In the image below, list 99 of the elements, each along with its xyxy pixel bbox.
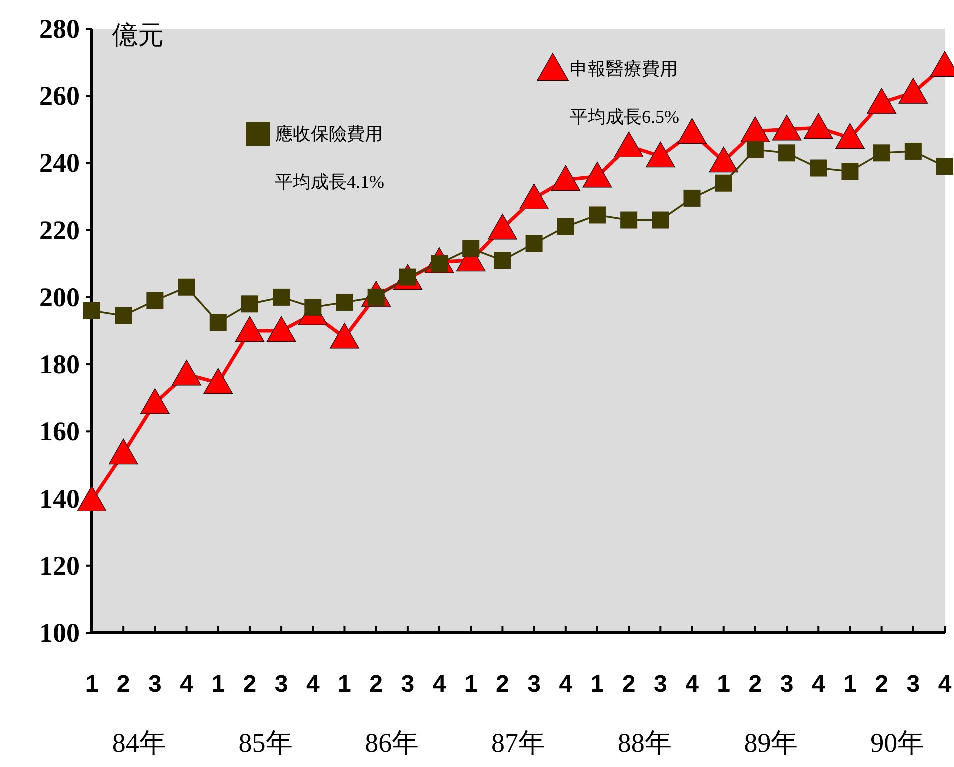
point: [241, 296, 258, 313]
x-tick-label: 2: [243, 671, 257, 698]
point: [620, 212, 638, 229]
x-tick-label: 3: [528, 671, 541, 698]
point: [898, 78, 928, 104]
point: [266, 316, 296, 342]
legend-label: 申報醫療費用: [570, 59, 678, 79]
point: [115, 307, 132, 324]
point: [146, 292, 164, 310]
y-tick-label: 120: [40, 550, 80, 581]
x-tick-label: 2: [875, 671, 888, 698]
annotation: 平均成長4.1%: [275, 172, 384, 192]
point: [235, 316, 265, 342]
x-tick-label: 4: [432, 671, 447, 698]
y-tick-label: 220: [40, 215, 80, 246]
text: 88年: [618, 728, 672, 758]
x-tick-label: 3: [274, 671, 288, 698]
point: [582, 162, 612, 188]
point: [810, 160, 828, 177]
point: [936, 158, 954, 176]
text: 85年: [238, 728, 293, 758]
x-tick-label: 1: [85, 671, 99, 698]
point: [108, 438, 138, 465]
x-tick-label: 2: [496, 671, 510, 698]
x-tick-label: 3: [654, 671, 668, 698]
point: [842, 163, 859, 180]
x-tick-label: 2: [622, 671, 636, 698]
point: [77, 486, 107, 512]
x-tick-label: 2: [116, 671, 130, 698]
x-tick-label: 4: [812, 671, 826, 698]
point: [210, 314, 227, 332]
point: [804, 113, 834, 140]
x-tick-label: 1: [717, 671, 731, 698]
point: [330, 323, 360, 349]
text: 90年: [870, 728, 925, 758]
point: [778, 144, 796, 162]
x-tick-label: 4: [306, 671, 320, 698]
x-tick-label: 2: [370, 671, 384, 698]
point: [652, 212, 670, 229]
x-tick-label: 3: [906, 671, 920, 698]
point: [178, 278, 196, 296]
point: [84, 302, 100, 320]
y-tick-label: 280: [40, 14, 80, 44]
point: [588, 206, 606, 224]
text: 84年: [112, 728, 166, 758]
point: [462, 240, 480, 258]
point: [772, 114, 802, 141]
y-tick-label: 240: [40, 148, 80, 178]
point: [172, 360, 202, 386]
y-axis-title: 億元: [112, 21, 164, 50]
point: [904, 142, 922, 160]
x-tick-label: 2: [748, 671, 762, 698]
y-tick-label: 160: [40, 416, 80, 447]
point: [715, 174, 732, 192]
x-tick-label: 4: [938, 671, 952, 698]
point: [709, 146, 739, 173]
point: [140, 388, 170, 414]
point: [273, 288, 290, 306]
point: [678, 118, 707, 144]
x-tick-label: 1: [590, 671, 604, 698]
point: [867, 88, 897, 114]
x-tick-label: 4: [559, 671, 574, 698]
point: [526, 235, 543, 252]
x-tick-label: 1: [212, 671, 226, 698]
point: [873, 144, 890, 162]
point: [836, 123, 865, 150]
text: 86年: [365, 728, 420, 758]
point: [740, 116, 770, 142]
point: [204, 368, 234, 394]
point: [557, 218, 574, 236]
point: [551, 165, 581, 192]
text: 87年: [492, 728, 546, 758]
legend-label: 應收保險費用: [275, 124, 383, 144]
legend: 申報醫療費用: [536, 52, 678, 81]
text: 89年: [744, 728, 798, 758]
point: [336, 294, 354, 311]
point: [488, 214, 518, 240]
x-tick-label: 3: [148, 671, 162, 698]
y-tick-label: 200: [40, 282, 80, 312]
y-tick-label: 100: [40, 618, 80, 648]
point: [684, 190, 701, 207]
annotation: 平均成長6.5%: [570, 107, 680, 127]
x-tick-label: 1: [464, 671, 478, 698]
point: [304, 299, 322, 316]
y-tick-label: 260: [40, 81, 80, 112]
legend: 應收保險費用: [246, 122, 383, 146]
point: [646, 142, 676, 168]
x-tick-label: 1: [844, 671, 857, 698]
x-tick-label: 1: [338, 671, 352, 698]
y-tick-label: 180: [40, 350, 80, 380]
x-tick-label: 4: [180, 671, 194, 698]
x-tick-label: 3: [780, 671, 794, 698]
y-tick-label: 140: [40, 484, 80, 514]
point: [494, 252, 512, 270]
x-tick-label: 3: [401, 671, 415, 698]
x-tick-label: 4: [686, 671, 700, 698]
point: [746, 141, 764, 158]
point: [614, 132, 644, 158]
point: [520, 184, 549, 210]
